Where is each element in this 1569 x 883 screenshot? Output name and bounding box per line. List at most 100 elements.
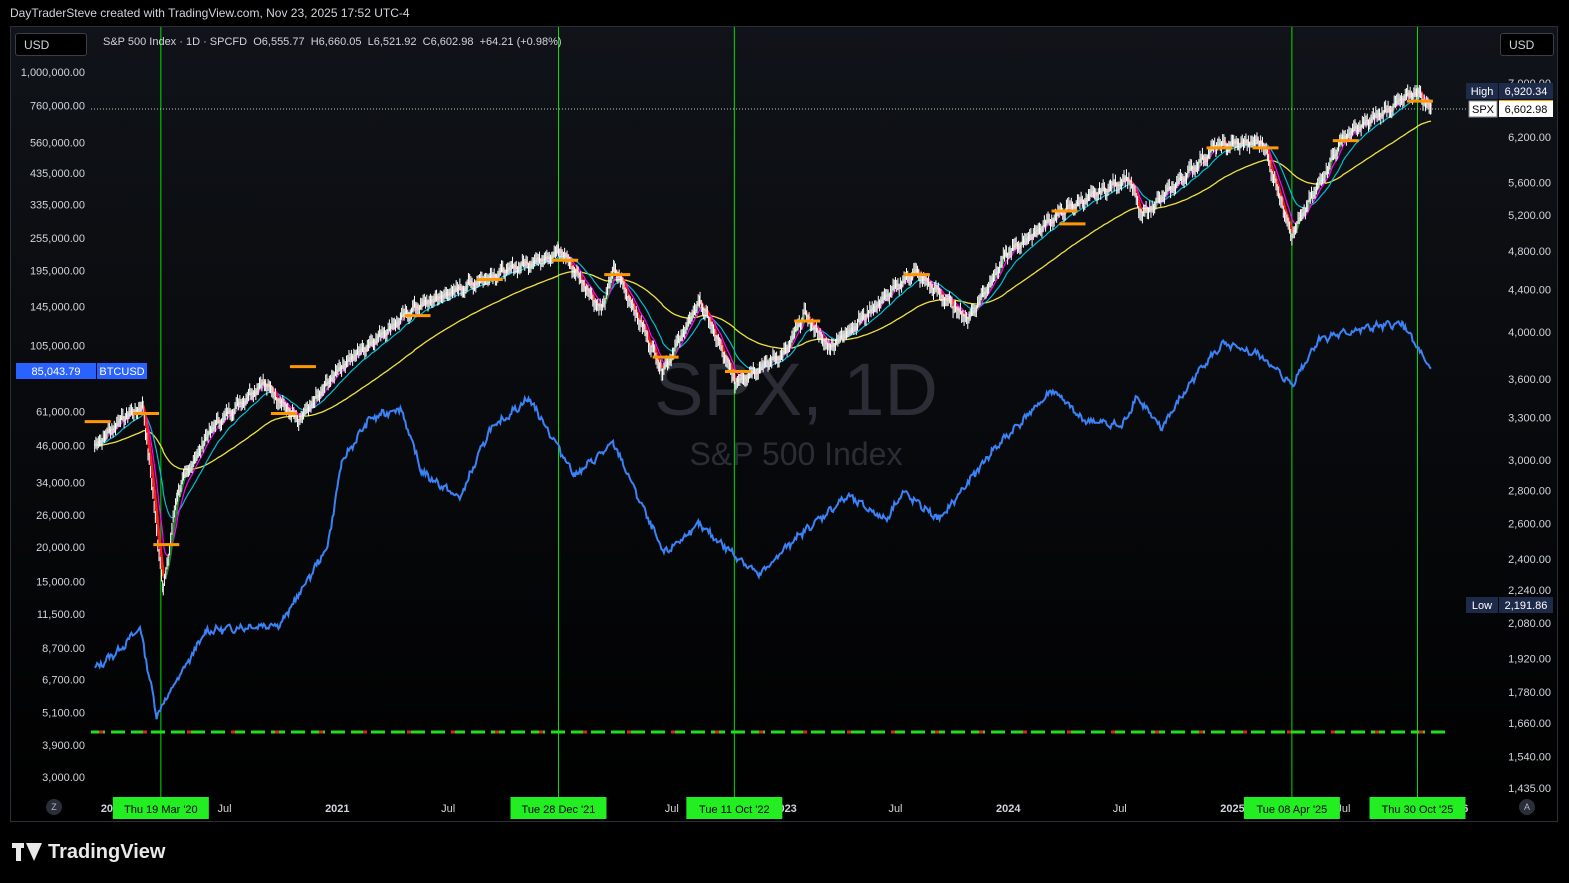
spx-trend-segment [150, 466, 155, 477]
right-axis-tick: 4,800.00 [1508, 246, 1551, 258]
right-axis-tick: 4,000.00 [1508, 327, 1551, 339]
spx-trend-segment [144, 419, 149, 428]
date-marker-tag[interactable]: Tue 28 Dec '21 [510, 797, 607, 819]
left-axis-tick: 46,000.00 [36, 441, 85, 453]
date-marker-label: Thu 19 Mar '20 [124, 804, 198, 816]
legend-change: +64.21 (+0.98%) [479, 36, 562, 48]
spx-ema-slow [94, 120, 1432, 470]
svg-text:Low: Low [1472, 600, 1492, 612]
right-axis-tick: 2,240.00 [1508, 585, 1551, 597]
spx-trend-segment [170, 530, 175, 542]
spx-trend-segment [175, 502, 179, 509]
spx-trend-segment [1270, 168, 1275, 174]
x-axis-tick: Jul [888, 803, 902, 815]
svg-text:85,043.79: 85,043.79 [32, 366, 81, 378]
svg-text:High: High [1471, 86, 1494, 98]
left-axis-tick: 26,000.00 [36, 510, 85, 522]
legend-symbol: S&P 500 Index · 1D · SPCFD [103, 36, 248, 48]
date-marker-tag[interactable]: Tue 11 Oct '22 [686, 797, 783, 819]
left-axis-tick: 34,000.00 [36, 477, 85, 489]
left-axis-tick: 11,500.00 [37, 609, 85, 621]
right-axis-tick: 1,780.00 [1508, 687, 1551, 699]
x-axis-tick: 2025 [1220, 803, 1244, 815]
spx-trend-segment [180, 480, 185, 486]
chart-frame[interactable]: SPX, 1D S&P 500 Index 1,000,000.00 760,000… [10, 26, 1558, 822]
spx-trend-segment [153, 499, 159, 512]
right-axis-tick: 1,540.00 [1508, 752, 1551, 764]
right-axis-tick: 3,600.00 [1508, 374, 1551, 386]
spx-trend-segment [172, 514, 178, 523]
left-axis-tick: 3,000.00 [42, 772, 85, 784]
spx-trend-segment [165, 565, 170, 571]
date-marker-label: Tue 28 Dec '21 [522, 804, 596, 816]
left-axis-tick: 20,000.00 [36, 542, 85, 554]
right-axis-tick: 5,200.00 [1508, 210, 1551, 222]
chart-caption: DayTraderSteve created with TradingView.… [10, 6, 410, 20]
spx-value-tag: 6,602.98 [1499, 100, 1553, 117]
tradingview-brand: TradingView [48, 840, 166, 863]
spx-trend-segment [647, 337, 652, 343]
left-currency-button[interactable]: USD [15, 33, 87, 56]
right-axis-tick: 6,200.00 [1508, 132, 1551, 144]
right-axis-tick: 4,400.00 [1508, 285, 1551, 297]
spx-trend-segment [1289, 226, 1294, 232]
left-axis-tick: 15,000.00 [36, 577, 85, 589]
x-axis-tick: Jul [441, 803, 455, 815]
right-axis-tick: 1,435.00 [1508, 783, 1551, 795]
x-axis-tick: 2021 [325, 803, 349, 815]
right-axis-tick: 2,800.00 [1508, 486, 1551, 498]
left-axis-tick: 255,000.00 [30, 233, 85, 245]
spx-trend-segment [147, 445, 152, 456]
price-chart[interactable]: SPX, 1D S&P 500 Index 1,000,000.00 760,000… [11, 27, 1557, 821]
spx-trend-segment [1278, 190, 1283, 196]
spx-trend-segment [654, 351, 659, 357]
left-axis-tick: 1,000,000.00 [21, 67, 85, 79]
spx-trend-segment [155, 510, 160, 525]
spx-candles[interactable] [94, 84, 1432, 596]
spx-trend-segment [145, 426, 150, 438]
date-marker-tag[interactable]: Thu 19 Mar '20 [112, 797, 209, 819]
date-marker-tag[interactable]: Thu 30 Oct '25 [1369, 797, 1466, 819]
left-axis-tick: 61,000.00 [36, 406, 85, 418]
right-axis-tick: 1,920.00 [1508, 653, 1551, 665]
spx-trend-segment [161, 568, 165, 577]
spx-trend-segment [1281, 202, 1286, 209]
left-axis-tick: 3,900.00 [42, 740, 85, 752]
right-axis-tick: 2,600.00 [1508, 519, 1551, 531]
legend-high: H6,660.05 [310, 36, 362, 48]
left-axis-tick: 560,000.00 [30, 137, 85, 149]
right-axis-tick: 2,080.00 [1508, 618, 1551, 630]
spx-trend-segment [637, 316, 642, 321]
spx-trend-segment [1134, 191, 1139, 197]
date-marker-tag[interactable]: Tue 08 Apr '25 [1243, 797, 1340, 819]
btc-value-tag: 85,043.79 [16, 363, 96, 379]
spx-trend-segment [159, 557, 165, 569]
spx-trend-segment [1137, 201, 1142, 208]
tradingview-logo[interactable]: TradingView [12, 840, 165, 864]
spx-trend-segment [148, 455, 154, 467]
watermark-symbol: SPX, 1D [654, 348, 938, 431]
right-currency-button[interactable]: USD [1500, 33, 1554, 56]
left-scale-button[interactable]: Z [46, 799, 62, 815]
spx-trend-segment [156, 524, 161, 537]
right-axis-tick: 3,000.00 [1508, 455, 1551, 467]
spx-trend-segment [151, 476, 156, 489]
auto-scale-button[interactable]: A [1519, 799, 1535, 815]
svg-text:SPX: SPX [1472, 104, 1495, 116]
x-axis-tick: Jul [218, 803, 232, 815]
svg-text:6,920.34: 6,920.34 [1505, 86, 1548, 98]
left-axis-tick: 6,700.00 [42, 674, 85, 686]
high-label-tag: High [1466, 83, 1498, 99]
spx-trend-segment [648, 341, 653, 346]
left-axis-tick: 335,000.00 [30, 200, 85, 212]
spx-trend-segment [171, 522, 176, 532]
svg-text:6,602.98: 6,602.98 [1505, 104, 1548, 116]
watermark-name: S&P 500 Index [690, 436, 903, 472]
spx-trend-segment [146, 437, 151, 446]
high-value-tag: 6,920.34 [1499, 83, 1553, 99]
left-axis-tick: 435,000.00 [30, 168, 85, 180]
tradingview-logo-icon [12, 843, 42, 861]
svg-text:BTCUSD: BTCUSD [99, 366, 144, 378]
btcusd-line[interactable] [93, 319, 1432, 720]
svg-text:2,191.86: 2,191.86 [1505, 600, 1548, 612]
